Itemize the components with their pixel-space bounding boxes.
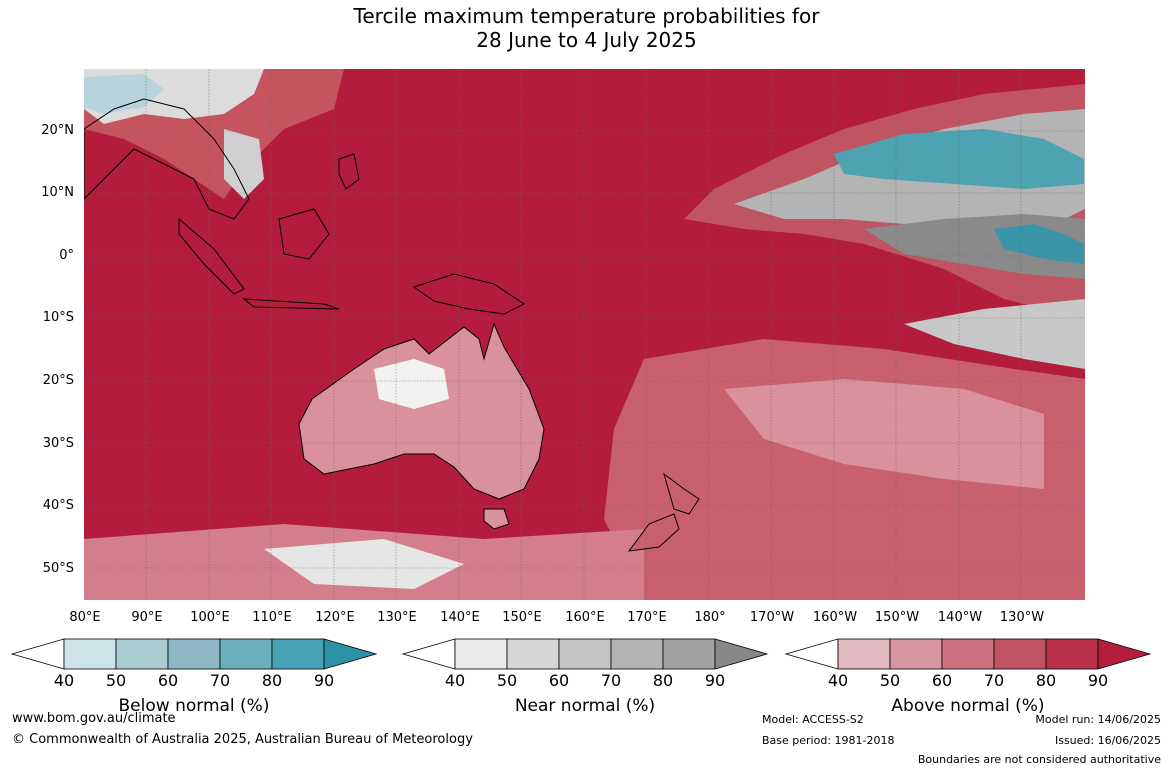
colorbar-above-tick-40: 40	[827, 671, 849, 690]
colorbar-below-swatch-3	[167, 638, 221, 670]
colorbar-near-tick-70: 70	[600, 671, 622, 690]
lon-label-80e: 80°E	[69, 610, 101, 625]
lon-label-150w: 150°W	[874, 610, 920, 625]
colorbar-below-arrow-right	[323, 638, 378, 670]
colorbar-near-swatch-1	[454, 638, 508, 670]
asia-coastline	[84, 98, 250, 220]
colorbar-near	[401, 638, 769, 670]
region-epac-below-2	[994, 224, 1084, 264]
colorbar-above-swatch-4	[993, 638, 1047, 670]
colorbar-below-tick-70: 70	[209, 671, 231, 690]
colorbar-below-title: Below normal (%)	[118, 696, 270, 716]
colorbar-below-swatch-1	[63, 638, 117, 670]
colorbar-near-swatch-2	[506, 638, 560, 670]
region-indochina-near	[224, 129, 264, 199]
lat-label-20n: 20°N	[41, 123, 74, 138]
lat-label-50s: 50°S	[42, 561, 74, 576]
lon-label-140e: 140°E	[440, 610, 480, 625]
colorbar-above-swatch-2	[889, 638, 943, 670]
colorbar-near-arrow-right	[714, 638, 769, 670]
new-zealand-south	[627, 513, 680, 552]
footer-disclaimer: Boundaries are not considered authoritat…	[917, 753, 1161, 766]
new-guinea	[412, 273, 525, 315]
java	[242, 298, 340, 310]
colorbar-near-tick-90: 90	[704, 671, 726, 690]
lon-label-100e: 100°E	[190, 610, 230, 625]
probability-map	[84, 69, 1085, 600]
colorbar-above-tick-70: 70	[983, 671, 1005, 690]
colorbar-above-swatch-5	[1045, 638, 1099, 670]
footer-copyright: © Commonwealth of Australia 2025, Austra…	[12, 732, 473, 747]
title-line-1: Tercile maximum temperature probabilitie…	[353, 4, 820, 28]
lon-label-160w: 160°W	[812, 610, 858, 625]
map-title: Tercile maximum temperature probabilitie…	[0, 4, 1173, 52]
colorbar-near-swatch-5	[662, 638, 716, 670]
lon-label-180: 180°	[694, 610, 726, 625]
lon-label-150e: 150°E	[502, 610, 542, 625]
new-zealand-north	[663, 472, 700, 515]
colorbar-above-tick-80: 80	[1035, 671, 1057, 690]
colorbar-below-swatch-5	[271, 638, 325, 670]
colorbar-near-tick-80: 80	[652, 671, 674, 690]
lon-label-120e: 120°E	[315, 610, 355, 625]
colorbar-below-swatch-2	[115, 638, 169, 670]
gridlines	[84, 69, 1085, 600]
lat-label-20s: 20°S	[42, 373, 74, 388]
lat-label-0: 0°	[59, 248, 74, 263]
borneo	[278, 208, 330, 260]
footer-base-period: Base period: 1981-2018	[762, 734, 895, 747]
tasmania	[483, 508, 510, 530]
colorbar-above-tick-50: 50	[879, 671, 901, 690]
colorbar-below-tick-40: 40	[53, 671, 75, 690]
philippines	[338, 153, 360, 190]
colorbar-above-swatch-1	[837, 638, 891, 670]
title-line-2: 28 June to 4 July 2025	[476, 28, 697, 52]
colorbar-above-tick-60: 60	[931, 671, 953, 690]
lat-label-30s: 30°S	[42, 436, 74, 451]
colorbar-above-tick-90: 90	[1087, 671, 1109, 690]
colorbar-above-arrow-left	[784, 638, 839, 670]
colorbar-below-tick-50: 50	[105, 671, 127, 690]
region-asia-below	[84, 74, 164, 114]
colorbar-near-swatch-3	[558, 638, 612, 670]
lon-label-130w: 130°W	[999, 610, 1045, 625]
footer-website: www.bom.gov.au/climate	[12, 711, 176, 726]
colorbar-near-tick-60: 60	[548, 671, 570, 690]
lon-label-140w: 140°W	[937, 610, 983, 625]
colorbar-below-tick-90: 90	[313, 671, 335, 690]
lon-label-170e: 170°E	[627, 610, 667, 625]
colorbar-below-tick-60: 60	[157, 671, 179, 690]
region-spac-60	[724, 379, 1044, 489]
colorbar-near-swatch-4	[610, 638, 664, 670]
footer-model-run: Model run: 14/06/2025	[1035, 713, 1161, 726]
map-svg	[84, 69, 1085, 600]
sumatra	[178, 217, 245, 295]
australia-landmass	[298, 322, 545, 500]
lon-label-160e: 160°E	[565, 610, 605, 625]
region-southern-near	[264, 539, 464, 589]
colorbar-above-title: Above normal (%)	[891, 696, 1045, 716]
colorbar-near-tick-50: 50	[496, 671, 518, 690]
colorbar-below-tick-80: 80	[261, 671, 283, 690]
colorbar-above	[784, 638, 1152, 670]
region-epac-near-south	[904, 299, 1085, 369]
lon-label-110e: 110°E	[252, 610, 292, 625]
colorbar-below	[10, 638, 378, 670]
colorbar-near-title: Near normal (%)	[514, 696, 656, 716]
lon-label-130e: 130°E	[377, 610, 417, 625]
footer-model: Model: ACCESS-S2	[762, 713, 864, 726]
lat-label-10s: 10°S	[42, 310, 74, 325]
colorbar-below-swatch-4	[219, 638, 273, 670]
colorbar-near-arrow-left	[401, 638, 456, 670]
lat-label-40s: 40°S	[42, 498, 74, 513]
australia-near-normal	[374, 359, 449, 409]
lon-label-170w: 170°W	[749, 610, 795, 625]
colorbar-near-tick-40: 40	[444, 671, 466, 690]
lon-label-90e: 90°E	[131, 610, 163, 625]
colorbar-above-arrow-right	[1097, 638, 1152, 670]
colorbar-above-swatch-3	[941, 638, 995, 670]
colorbar-below-arrow-left	[10, 638, 65, 670]
footer-issued: Issued: 16/06/2025	[1054, 734, 1161, 747]
lat-label-10n: 10°N	[41, 185, 74, 200]
